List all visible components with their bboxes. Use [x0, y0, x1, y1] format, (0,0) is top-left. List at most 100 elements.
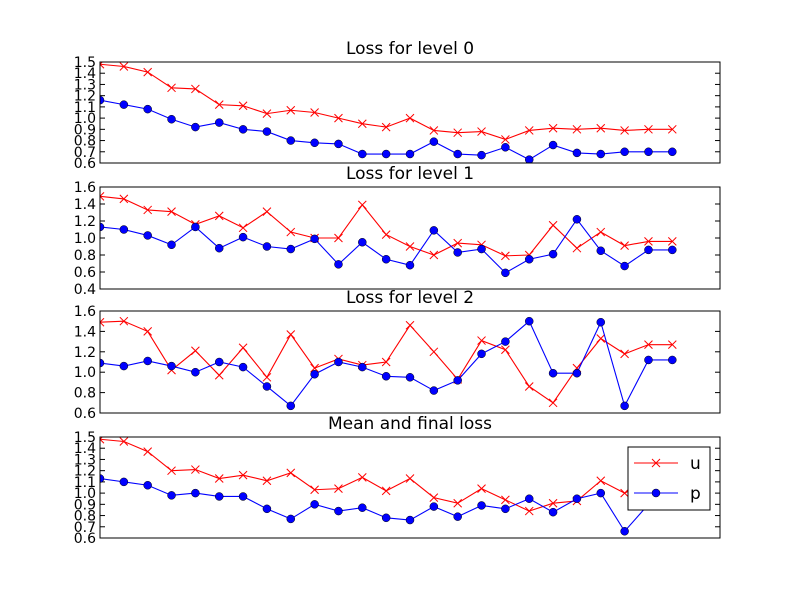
subplot-1: Loss for level 1 0.40.60.81.01.21.41.6: [74, 164, 721, 298]
legend-label: p: [690, 484, 701, 504]
data-point-p: [405, 260, 415, 270]
data-point-p: [572, 215, 582, 224]
data-point-p: [548, 368, 558, 378]
data-point-u: [548, 398, 558, 408]
data-point-u: [143, 205, 153, 215]
data-point-p: [143, 104, 152, 114]
data-point-u: [548, 220, 558, 230]
data-point-p: [477, 244, 486, 254]
data-point-p: [214, 118, 224, 127]
data-point-u: [620, 488, 629, 498]
data-point-u: [405, 474, 415, 483]
y-tick-label: 0.8: [74, 248, 96, 264]
data-point-p: [119, 361, 129, 371]
y-tick-label: 0.6: [74, 531, 96, 547]
data-point-p: [262, 382, 272, 391]
data-point-p: [286, 401, 296, 411]
subplot-title: Loss for level 0: [346, 39, 474, 59]
subplot-title: Loss for level 2: [346, 288, 474, 308]
data-point-p: [334, 357, 343, 367]
data-point-u: [620, 349, 629, 359]
data-point-u: [286, 330, 296, 339]
data-point-u: [310, 485, 319, 495]
data-point-p: [143, 231, 152, 240]
data-point-u: [286, 468, 296, 478]
data-point-u: [548, 123, 558, 133]
data-point-u: [310, 363, 319, 373]
y-tick-label: 0.9: [74, 122, 96, 138]
data-point-u: [143, 447, 153, 456]
data-point-p: [358, 238, 367, 247]
y-tick-label: 1.0: [74, 111, 96, 127]
subplot-title: Mean and final loss: [328, 414, 492, 434]
data-point-p: [358, 503, 367, 512]
data-point-u: [143, 327, 153, 336]
data-point-p: [100, 95, 105, 105]
y-tick-label: 0.6: [74, 406, 96, 422]
data-point-p: [191, 488, 200, 498]
y-tick-label: 1.4: [74, 66, 96, 82]
y-tick-label: 1.2: [74, 345, 96, 361]
data-point-p: [262, 504, 272, 514]
data-point-u: [667, 237, 677, 246]
data-point-u: [477, 127, 486, 136]
data-point-p: [429, 386, 439, 395]
data-point-p: [501, 143, 510, 152]
data-point-p: [453, 512, 462, 521]
data-point-u: [667, 124, 677, 134]
data-point-u: [310, 108, 319, 117]
data-point-p: [358, 149, 367, 159]
data-point-p: [596, 246, 606, 255]
data-point-p: [668, 147, 677, 157]
data-point-u: [214, 100, 224, 109]
y-tick-label: 0.8: [74, 386, 96, 402]
data-point-p: [214, 357, 224, 367]
data-point-p: [620, 401, 629, 411]
data-point-u: [524, 506, 534, 516]
data-point-u: [214, 474, 224, 483]
plot-area: [100, 437, 677, 536]
data-point-p: [286, 136, 296, 145]
data-point-u: [405, 242, 415, 251]
data-point-u: [667, 340, 677, 350]
data-point-u: [429, 493, 439, 502]
data-point-p: [620, 147, 629, 157]
data-point-u: [167, 207, 176, 217]
data-point-u: [334, 113, 343, 123]
subplot-0: Loss for level 0 0.60.70.80.91.01.11.21.3…: [74, 39, 721, 172]
data-point-u: [405, 113, 415, 123]
data-point-u: [286, 227, 296, 237]
data-point-u: [572, 243, 582, 253]
data-point-p: [548, 249, 558, 259]
data-point-u: [381, 230, 391, 239]
data-point-p: [334, 139, 343, 149]
data-point-p: [143, 356, 152, 366]
plot-area: [100, 62, 677, 163]
data-point-u: [100, 191, 105, 201]
data-point-p: [596, 149, 606, 159]
data-point-p: [596, 488, 606, 498]
data-point-u: [596, 123, 606, 133]
data-point-p: [238, 232, 248, 242]
data-point-u: [453, 238, 463, 248]
data-point-u: [238, 101, 248, 111]
data-point-u: [334, 484, 343, 493]
data-point-p: [286, 244, 296, 254]
y-tick-label: 1.3: [74, 77, 96, 93]
data-point-u: [381, 122, 391, 132]
y-tick-label: 1.1: [74, 475, 96, 491]
data-point-u: [100, 62, 105, 69]
data-point-p: [501, 268, 510, 278]
legend-frame: [627, 446, 711, 511]
data-point-u: [262, 372, 272, 382]
data-point-u: [214, 211, 224, 221]
data-point-p: [310, 234, 319, 244]
data-point-p: [572, 148, 582, 158]
data-point-p: [191, 222, 200, 232]
data-point-u: [262, 476, 272, 486]
data-point-u: [596, 334, 606, 343]
y-tick-label: 1.4: [74, 441, 96, 457]
legend-label: u: [690, 454, 701, 474]
data-point-p: [548, 140, 558, 150]
